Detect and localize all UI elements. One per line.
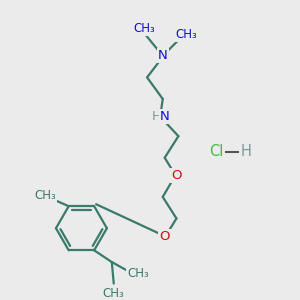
- Text: N: N: [160, 110, 169, 123]
- Text: H: H: [241, 144, 251, 159]
- Text: N: N: [158, 49, 168, 62]
- Text: Cl: Cl: [209, 144, 224, 159]
- Text: CH₃: CH₃: [34, 189, 56, 202]
- Text: CH₃: CH₃: [133, 22, 155, 35]
- Text: O: O: [159, 230, 170, 243]
- Text: CH₃: CH₃: [102, 287, 124, 300]
- Text: CH₃: CH₃: [176, 28, 197, 41]
- Text: O: O: [171, 169, 182, 182]
- Text: CH₃: CH₃: [128, 267, 149, 280]
- Text: H: H: [152, 110, 162, 123]
